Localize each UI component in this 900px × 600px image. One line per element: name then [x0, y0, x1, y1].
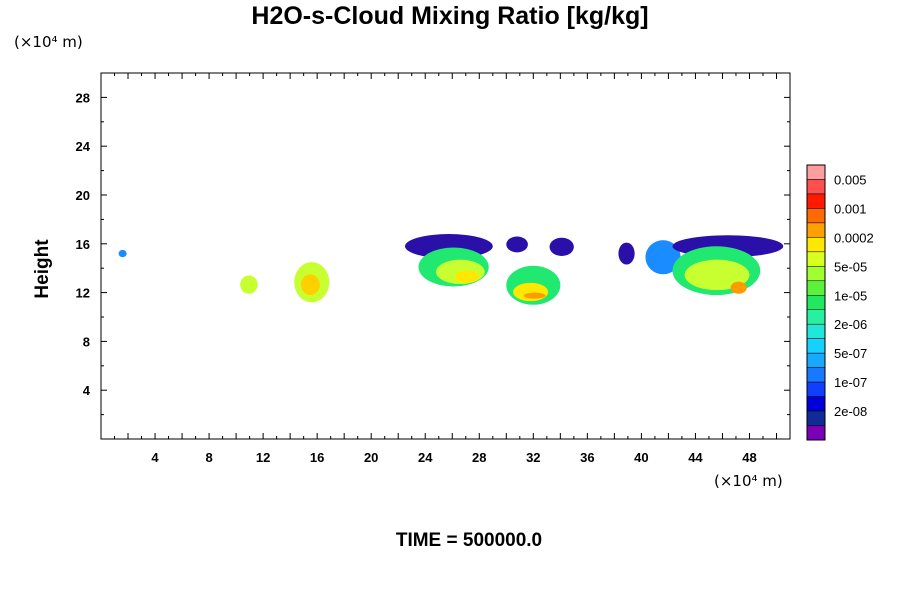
- cloud-region: [549, 237, 574, 256]
- x-tick-label: 24: [418, 450, 433, 465]
- colorbar-label: 5e-05: [834, 259, 867, 274]
- colorbar-label: 1e-07: [834, 375, 867, 390]
- colorbar-swatch: [806, 164, 826, 180]
- x-tick-label: 20: [364, 450, 378, 465]
- x-tick-label: 28: [472, 450, 486, 465]
- colorbar-swatch: [806, 280, 826, 296]
- cloud-region: [506, 236, 528, 253]
- x-tick-label: 44: [688, 450, 703, 465]
- cloud-region: [618, 242, 635, 265]
- cloud-region: [684, 259, 750, 291]
- colorbar-swatch: [806, 179, 826, 195]
- y-tick-label: 8: [83, 334, 90, 349]
- colorbar-swatch: [806, 193, 826, 209]
- colorbar-swatch: [806, 367, 826, 383]
- y-tick-label: 24: [76, 139, 91, 154]
- colorbar-swatch: [806, 237, 826, 253]
- colorbar-label: 0.005: [834, 172, 867, 187]
- colorbar-swatch: [806, 410, 826, 426]
- cloud-regions: [118, 234, 784, 305]
- cloud-region: [300, 274, 320, 296]
- cloud-region: [730, 281, 747, 294]
- y-tick-label: 20: [76, 188, 90, 203]
- colorbar-swatch: [806, 309, 826, 325]
- colorbar-swatch: [806, 251, 826, 267]
- colorbar-swatch: [806, 266, 826, 282]
- x-tick-label: 36: [580, 450, 594, 465]
- cloud-region: [240, 275, 258, 294]
- x-tick-label: 4: [151, 450, 159, 465]
- y-tick-label: 28: [76, 90, 90, 105]
- cloud-region: [454, 270, 480, 283]
- x-tick-label: 32: [526, 450, 540, 465]
- colorbar-swatch: [806, 295, 826, 310]
- x-tick-label: 16: [310, 450, 324, 465]
- colorbar-swatch: [806, 222, 826, 238]
- y-tick-label: 16: [76, 237, 90, 252]
- x-tick-label: 40: [634, 450, 648, 465]
- colorbar-frame: [806, 164, 826, 441]
- x-tick-label: 8: [205, 450, 212, 465]
- colorbar-label: 1e-05: [834, 288, 867, 303]
- chart-title: H2O-s-Cloud Mixing Ratio [kg/kg]: [251, 2, 649, 30]
- colorbar-swatch: [806, 208, 826, 224]
- colorbar-label: 2e-06: [834, 317, 867, 332]
- time-label: TIME = 500000.0: [395, 530, 543, 551]
- cloud-region: [523, 292, 546, 299]
- x-tick-label: 12: [256, 450, 270, 465]
- y-tick-label: 12: [76, 286, 90, 301]
- colorbar-swatch: [806, 338, 826, 354]
- colorbar-swatch: [806, 396, 826, 412]
- colorbar-label: 0.0002: [834, 230, 874, 245]
- colorbar-swatch: [806, 425, 826, 441]
- y-tick-label: 4: [83, 383, 91, 398]
- colorbar-swatch: [806, 323, 826, 339]
- colorbar-label: 2e-08: [834, 404, 867, 419]
- y-axis-unit: (×10⁴ m): [14, 33, 83, 51]
- cloud-region: [118, 249, 127, 258]
- colorbar-swatch: [806, 352, 826, 368]
- plot-frame: [100, 72, 791, 440]
- colorbar-label: 0.001: [834, 201, 867, 216]
- colorbar-swatch: [806, 381, 826, 397]
- x-axis-unit: (×10⁴ m): [714, 472, 783, 490]
- x-tick-label: 48: [742, 450, 756, 465]
- cloud-region: [645, 240, 681, 275]
- colorbar: 0.005 0.001 0.0002 5e-05 1e-05 2e-06 5e-07 1e-0…: [806, 164, 874, 441]
- colorbar-label: 5e-07: [834, 346, 867, 361]
